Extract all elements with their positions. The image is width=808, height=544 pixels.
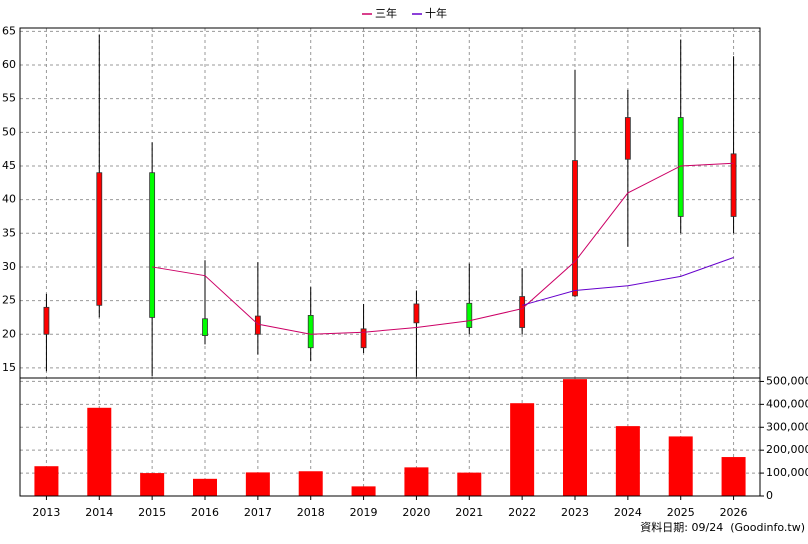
- volume-bar: [87, 407, 112, 496]
- y-tick-label: 20: [2, 327, 16, 340]
- y-tick-label: 40: [2, 193, 16, 206]
- volume-bar: [615, 426, 640, 496]
- x-tick-label: 2018: [297, 506, 325, 519]
- x-tick-label: 2025: [667, 506, 695, 519]
- x-tick-label: 2021: [455, 506, 483, 519]
- candle-body: [413, 303, 420, 324]
- volume-bar: [193, 478, 217, 496]
- candle-body: [149, 172, 156, 318]
- x-tick-label: 2019: [350, 506, 378, 519]
- y2-tick-label: 0: [766, 489, 773, 502]
- y-tick-label: 50: [2, 125, 16, 138]
- candle-body: [466, 302, 473, 328]
- x-tick-label: 2016: [191, 506, 219, 519]
- legend-label: 十年: [425, 6, 447, 20]
- x-tick-label: 2017: [244, 506, 272, 519]
- y-tick-label: 30: [2, 260, 16, 273]
- candle-body: [572, 160, 578, 297]
- y-tick-label: 45: [2, 159, 16, 172]
- x-tick-label: 2014: [85, 506, 113, 519]
- x-tick-label: 2023: [561, 506, 589, 519]
- x-tick-label: 2026: [720, 506, 748, 519]
- plot-frame: [19, 27, 761, 497]
- candle-body: [202, 318, 208, 336]
- x-tick-label: 2022: [508, 506, 536, 519]
- candle-body: [96, 172, 103, 306]
- candle-body: [519, 296, 526, 328]
- volume-bar: [404, 467, 429, 496]
- x-tick-label: 2020: [402, 506, 430, 519]
- volume-bar: [721, 457, 746, 496]
- ma-line: [522, 257, 734, 306]
- candle-body: [254, 315, 261, 335]
- volume-bar: [34, 466, 59, 496]
- y2-tick-label: 400,000: [766, 397, 808, 410]
- candle-body: [43, 306, 50, 335]
- volume-bar: [140, 473, 165, 496]
- volume-bar: [563, 379, 587, 496]
- y2-tick-label: 300,000: [766, 420, 808, 433]
- x-tick-label: 2024: [614, 506, 642, 519]
- candle-body: [307, 315, 314, 349]
- volume-bar: [298, 471, 323, 496]
- y-tick-label: 55: [2, 92, 16, 105]
- candle-body: [730, 153, 737, 217]
- y-tick-label: 25: [2, 294, 16, 307]
- volume-bar: [245, 472, 270, 496]
- footnote: 資料日期: 09/24 (Goodinfo.tw): [640, 520, 805, 534]
- volume-bar: [510, 403, 535, 496]
- ma-line: [152, 162, 734, 335]
- volume-bar: [668, 436, 693, 496]
- y-tick-label: 15: [2, 361, 16, 374]
- y2-tick-label: 200,000: [766, 443, 808, 456]
- x-tick-label: 2015: [138, 506, 166, 519]
- candle-body: [624, 117, 631, 160]
- y-tick-label: 35: [2, 226, 16, 239]
- volume-bar: [351, 486, 376, 496]
- y2-tick-label: 100,000: [766, 466, 808, 479]
- volume-bar: [457, 472, 482, 496]
- y-tick-label: 65: [2, 24, 16, 37]
- y-tick-label: 60: [2, 58, 16, 71]
- candle-body: [360, 328, 367, 349]
- x-tick-label: 2013: [32, 506, 60, 519]
- legend-label: 三年: [375, 6, 397, 20]
- y2-tick-label: 500,000: [766, 374, 808, 387]
